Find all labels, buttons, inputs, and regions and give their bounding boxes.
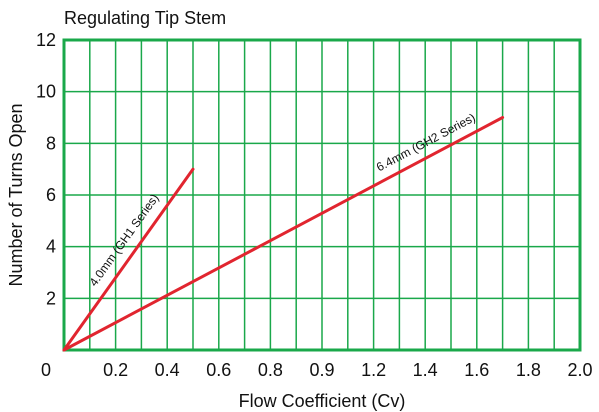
x-tick-label: 1.4 [413, 360, 438, 380]
y-tick-label: 10 [36, 82, 56, 102]
y-tick-label: 2 [46, 288, 56, 308]
y-axis-label: Number of Turns Open [6, 103, 26, 286]
x-axis-label: Flow Coefficient (Cv) [239, 391, 406, 411]
x-tick-label: 0.8 [258, 360, 283, 380]
x-tick-label: 0.4 [155, 360, 180, 380]
plot-frame [62, 38, 582, 352]
y-tick-label: 12 [36, 30, 56, 50]
y-tick-label: 4 [46, 237, 56, 257]
x-tick-label: 1.2 [361, 360, 386, 380]
series-line-1 [62, 167, 195, 352]
x-tick-label: 1.8 [516, 360, 541, 380]
series-line-2 [62, 116, 505, 352]
x-tick-label: 0.2 [103, 360, 128, 380]
chart-title: Regulating Tip Stem [64, 8, 226, 28]
x-tick-label: 0 [41, 360, 51, 380]
x-tick-label: 1.6 [464, 360, 489, 380]
x-tick-label: 0.9 [309, 360, 334, 380]
y-tick-label: 8 [46, 133, 56, 153]
x-tick-label: 2.0 [567, 360, 592, 380]
y-tick-label: 6 [46, 185, 56, 205]
x-tick-label: 0.6 [206, 360, 231, 380]
series-label-1: 4.0mm (GH1 Series) [86, 191, 161, 289]
